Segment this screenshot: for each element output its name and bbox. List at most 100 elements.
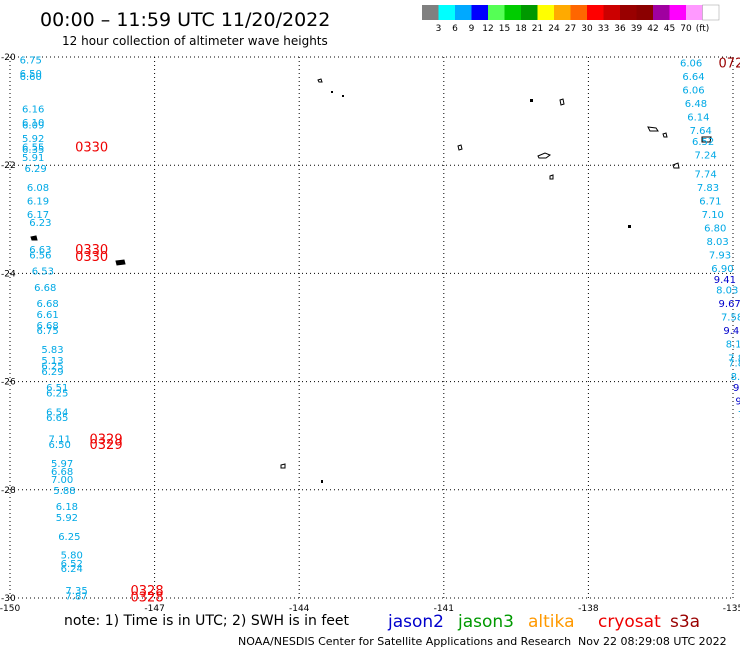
legend-label: 3 — [436, 24, 442, 34]
legend-label: (ft) — [696, 24, 710, 34]
wave-height-label: 6.53 — [32, 267, 54, 278]
wave-height-label: 5.80 — [61, 551, 83, 562]
time-label: 0329 — [90, 438, 123, 453]
wave-height-label: 6.68 — [37, 299, 59, 310]
grid — [9, 56, 734, 599]
wave-height-label: 6.50 — [20, 69, 42, 80]
time-label: 0330 — [75, 140, 108, 155]
wave-height-label: 7.64 — [690, 126, 712, 137]
legend-swatch — [521, 5, 538, 20]
x-tick-label: -135 — [723, 604, 740, 614]
satellite-legend-label: jason2 — [387, 612, 444, 632]
legend-swatch — [702, 4, 720, 21]
wave-height-label: 6.54 — [46, 407, 68, 418]
legend-label: 30 — [581, 24, 593, 34]
wave-height-label: 7.93 — [709, 250, 731, 261]
wave-height-label: 6.25 — [41, 361, 63, 372]
time-labels: 033003300330032903290328032807200719 — [75, 56, 740, 605]
wave-height-label: 5.97 — [51, 459, 73, 470]
chart-subtitle: 12 hour collection of altimeter wave hei… — [62, 34, 328, 48]
wave-height-label: 6.08 — [27, 183, 49, 194]
wave-height-label: 9.13 — [733, 383, 740, 394]
wave-height-label: 7.00 — [51, 475, 73, 486]
legend-label: 6 — [452, 24, 458, 34]
timestamp-text: Nov 22 08:29:08 UTC 2022 — [578, 635, 727, 648]
legend-swatch — [653, 5, 670, 20]
legend-swatch — [669, 5, 686, 20]
wave-height-label: 5.83 — [41, 345, 63, 356]
wave-height-label: 7.24 — [694, 150, 716, 161]
wave-height-label: 6.61 — [37, 310, 59, 321]
wave-height-label: 6.64 — [682, 72, 704, 83]
legend-label: 70 — [680, 24, 692, 34]
wave-height-label: 6.50 — [49, 440, 71, 451]
wave-height-values: 6.756.506.606.166.106.095.926.556.355.91… — [20, 56, 740, 603]
wave-height-label: 7.83 — [697, 183, 719, 194]
wave-height-label: 6.71 — [699, 196, 721, 207]
wave-height-label: 7.11 — [49, 434, 71, 445]
wave-height-label: 7.74 — [694, 169, 716, 180]
wave-height-label: 6.24 — [61, 564, 83, 575]
wave-height-label: 5.92 — [22, 134, 44, 145]
time-label: 0330 — [75, 243, 108, 258]
y-tick-label: -22 — [1, 161, 16, 171]
time-label: 0328 — [131, 584, 164, 599]
wave-height-label: 7.86 — [728, 353, 740, 364]
wave-height-label: 6.90 — [711, 264, 733, 275]
satellite-legend-label: s3a — [670, 612, 700, 632]
legend-label: 33 — [598, 24, 609, 34]
wave-height-label: 6.29 — [41, 367, 63, 378]
y-tick-label: -28 — [1, 486, 16, 496]
legend-label: 18 — [515, 24, 527, 34]
wave-height-label: 8.03 — [716, 286, 738, 297]
wave-height-label: 6.80 — [704, 223, 726, 234]
legend-label: 42 — [647, 24, 658, 34]
legend-swatch — [455, 5, 472, 20]
wave-height-label: 6.48 — [685, 99, 707, 110]
satellite-legend: jason2 jason3 altika cryosat s3a — [387, 612, 700, 632]
wave-height-label: 6.68 — [34, 283, 56, 294]
legend-swatch — [686, 5, 703, 20]
wave-height-label: 6.63 — [29, 245, 51, 256]
wave-height-label: 6.65 — [46, 413, 68, 424]
satellite-legend-label: jason3 — [457, 612, 514, 632]
legend-swatch — [488, 5, 505, 20]
wave-height-label: 6.19 — [27, 196, 49, 207]
wave-height-label: 5.88 — [53, 486, 75, 497]
wave-height-label: 7.35 — [65, 586, 87, 597]
island-outlines — [30, 78, 712, 483]
wave-height-label: 7.88 — [728, 359, 740, 370]
wave-height-label: 8.03 — [706, 237, 728, 248]
legend-label: 36 — [614, 24, 626, 34]
wave-height-label: 6.16 — [22, 104, 44, 115]
legend-swatch — [554, 5, 571, 20]
legend-label: 9 — [469, 24, 475, 34]
legend-swatch — [537, 5, 554, 20]
wave-height-label: 6.75 — [20, 56, 42, 67]
x-tick-label: -138 — [578, 604, 599, 614]
satellite-legend-label: cryosat — [598, 612, 661, 632]
color-legend: 3 6 9 12 15 18 21 24 27 30 33 36 39 42 45 70 (ft) — [422, 4, 720, 34]
chart-title: 00:00 – 11:59 UTC 11/20/2022 — [40, 9, 330, 31]
credit-text: NOAA/NESDIS Center for Satellite Applica… — [238, 635, 571, 648]
wave-height-label: 6.09 — [22, 121, 44, 132]
wave-height-label: 7.58 — [721, 313, 740, 324]
legend-swatch — [587, 5, 604, 20]
legend-label: 15 — [499, 24, 510, 34]
wave-height-label: 6.68 — [51, 467, 73, 478]
legend-label: 12 — [482, 24, 493, 34]
wave-height-label: 9.00 — [735, 397, 740, 408]
legend-label: 21 — [532, 24, 543, 34]
legend-swatch — [570, 5, 587, 20]
legend-label: 27 — [565, 24, 576, 34]
wave-height-label: 6.60 — [20, 72, 42, 83]
wave-height-label: 9.46 — [723, 326, 740, 337]
wave-height-label: 6.06 — [682, 85, 704, 96]
wave-height-label: 6.35 — [22, 145, 44, 156]
wave-height-label: 6.29 — [24, 164, 46, 175]
legend-swatch — [422, 5, 439, 20]
wave-height-label: 6.52 — [692, 137, 714, 148]
y-tick-label: -30 — [1, 594, 16, 604]
wave-height-label: 7.10 — [702, 210, 724, 221]
wave-height-label: 6.06 — [680, 58, 702, 69]
